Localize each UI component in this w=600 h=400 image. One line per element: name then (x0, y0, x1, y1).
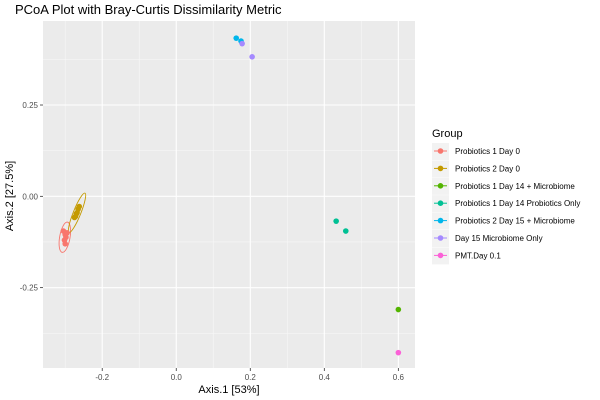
legend-label: Probiotics 2 Day 15 + Microbiome (455, 217, 575, 226)
x-tick-label: 0.2 (245, 373, 257, 382)
data-point (64, 230, 70, 236)
legend-title: Group (432, 128, 463, 140)
legend-key-point (437, 252, 444, 259)
legend-label: Probiotics 1 Day 14 Probiotics Only (455, 199, 580, 208)
y-tick-label: 0.25 (22, 101, 38, 110)
data-points (60, 35, 402, 356)
plot-panel (43, 21, 415, 368)
legend-key-point (437, 235, 444, 241)
confidence-ellipse (58, 221, 72, 253)
data-point (76, 203, 83, 210)
x-tick-label: -0.2 (95, 373, 109, 382)
x-tick-label: 0.0 (171, 373, 183, 382)
legend: Group Probiotics 1 Day 0 Probiotics 2 Day… (432, 128, 580, 265)
legend-label: PMT.Day 0.1 (455, 251, 501, 260)
chart-title: PCoA Plot with Bray-Curtis Dissimilarity… (15, 2, 282, 17)
data-point (342, 228, 349, 234)
legend-key-point (437, 148, 444, 154)
data-point (395, 349, 402, 356)
legend-key-point (437, 183, 444, 189)
legend-key-point (437, 217, 444, 224)
data-point (233, 35, 240, 41)
legend-label: Probiotics 1 Day 14 + Microbiome (455, 182, 575, 191)
x-axis-ticks: -0.2 0.0 0.2 0.4 0.6 (95, 368, 404, 382)
y-axis-ticks: 0.25 0.00 -0.25 (20, 101, 43, 293)
x-tick-label: 0.4 (319, 373, 331, 382)
x-axis-title: Axis.1 [53%] (198, 384, 259, 396)
legend-label: Day 15 Microbiome Only (455, 234, 543, 243)
y-axis-title: Axis.2 [27.5%] (4, 161, 16, 231)
y-tick-label: 0.00 (22, 192, 38, 201)
legend-key-point (437, 200, 444, 206)
data-point (333, 218, 339, 224)
data-point (62, 241, 69, 247)
data-point (395, 306, 402, 313)
legend-label: Probiotics 1 Day 0 (455, 147, 520, 156)
x-tick-label: 0.6 (393, 373, 405, 382)
data-point (249, 53, 255, 60)
legend-label: Probiotics 2 Day 0 (455, 164, 520, 173)
data-point (71, 214, 78, 221)
data-point (239, 40, 245, 47)
y-tick-label: -0.25 (20, 284, 39, 293)
legend-key-point (437, 165, 444, 172)
